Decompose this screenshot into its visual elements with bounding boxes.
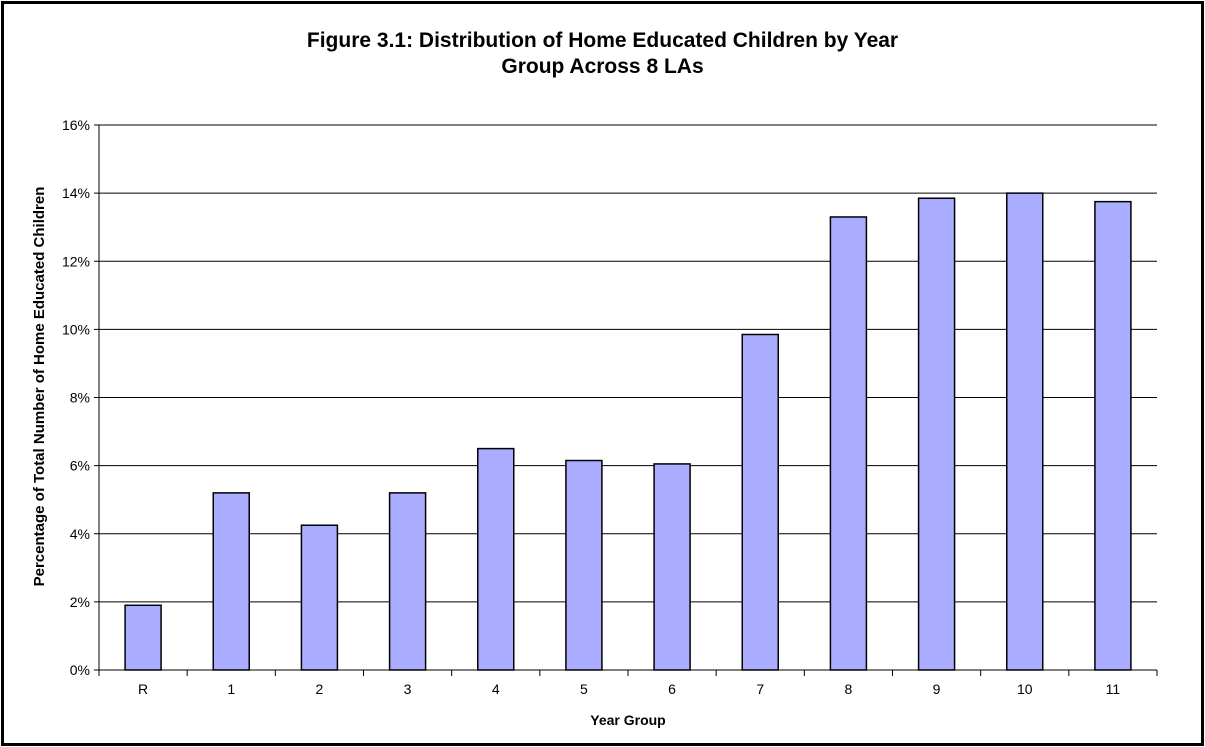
y-tick-label: 10% — [62, 321, 90, 337]
chart-title-line-1: Figure 3.1: Distribution of Home Educate… — [306, 29, 899, 52]
y-tick-label: 4% — [70, 526, 90, 542]
x-axis-title: Year Group — [590, 712, 665, 728]
x-tick-label: 11 — [1106, 681, 1121, 697]
y-tick-label: 14% — [62, 185, 90, 201]
x-tick-label: R — [138, 681, 148, 697]
x-tick-label: 3 — [404, 681, 412, 697]
bar — [653, 463, 691, 671]
x-tick-label: 1 — [227, 681, 235, 697]
bars — [124, 192, 1132, 671]
y-tick-label: 0% — [70, 662, 90, 678]
bar — [212, 492, 250, 671]
bar — [917, 197, 956, 671]
chart-title-line-2: Group Across 8 LAs — [501, 55, 704, 78]
y-tick-label: 16% — [62, 117, 90, 133]
bar-chart: 0% 2% 4% 6% 8% 10% 12% 14% 16% R 1 2 3 4 5 6 7 8 9 10 11 Per… — [31, 117, 1158, 728]
y-tick-label: 8% — [70, 390, 90, 406]
x-tick-label: 7 — [756, 681, 764, 697]
y-axis-title: Percentage of Total Number of Home Educa… — [31, 187, 48, 587]
axes: 0% 2% 4% 6% 8% 10% 12% 14% 16% R 1 2 3 4 5 6 7 8 9 10 11 — [62, 117, 1158, 697]
bar — [1006, 192, 1044, 671]
x-tick-label: 6 — [668, 681, 676, 697]
bar — [565, 459, 603, 671]
bar — [1094, 200, 1132, 671]
x-tick-label: 5 — [580, 681, 588, 697]
bar — [477, 447, 515, 671]
bar — [124, 604, 162, 671]
x-tick-label: 4 — [492, 681, 500, 697]
x-tick-label: 10 — [1017, 681, 1033, 697]
y-tick-label: 2% — [70, 594, 90, 610]
x-tick-label: 9 — [933, 681, 941, 697]
gridlines — [99, 124, 1157, 603]
y-tick-label: 6% — [70, 458, 90, 474]
x-tick-label: 2 — [316, 681, 324, 697]
bar — [741, 333, 779, 671]
x-tick-label: 8 — [845, 681, 853, 697]
chart-title: Figure 3.1: Distribution of Home Educate… — [4, 28, 1201, 80]
bar — [300, 524, 339, 671]
y-tick-label: 12% — [62, 253, 90, 269]
bar — [388, 492, 427, 671]
bar — [829, 216, 868, 671]
